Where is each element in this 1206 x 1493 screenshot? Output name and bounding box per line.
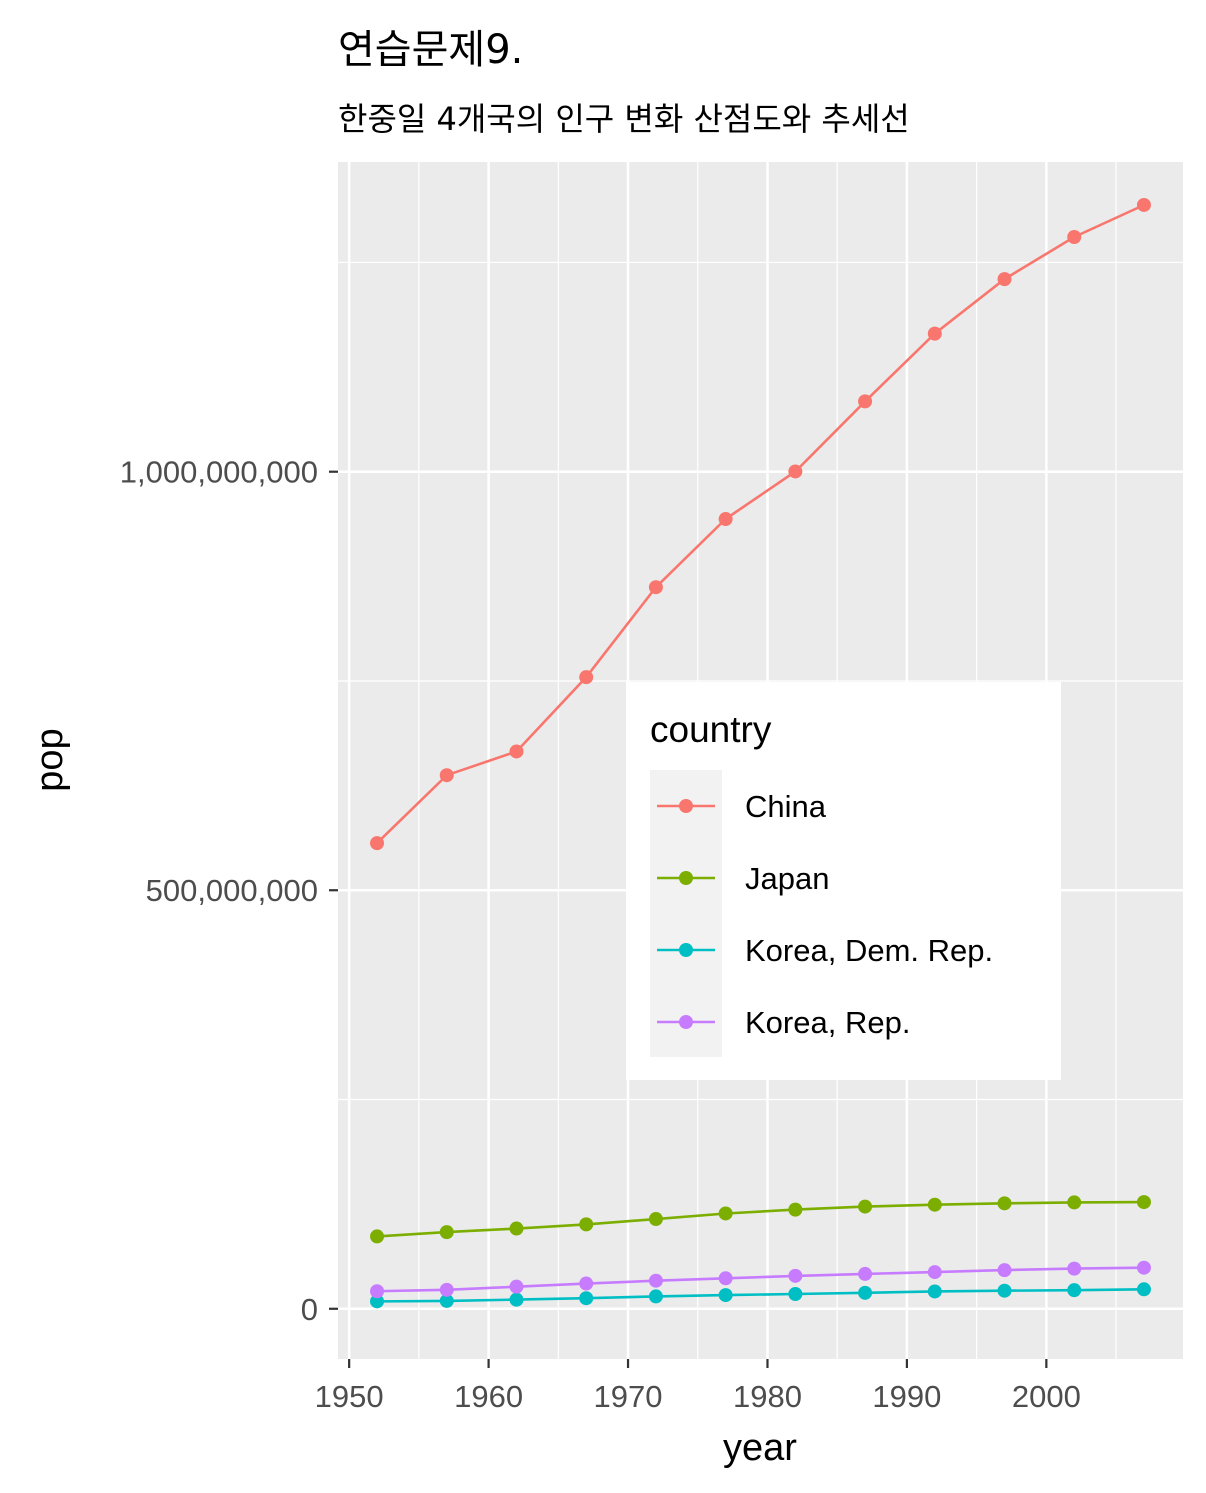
data-point	[858, 1266, 873, 1281]
data-point	[370, 1229, 385, 1244]
data-point	[788, 1202, 803, 1217]
legend-key-point	[679, 1015, 693, 1029]
data-point	[509, 1279, 524, 1294]
data-point	[927, 1197, 942, 1212]
data-point	[579, 1217, 594, 1232]
data-point	[579, 1276, 594, 1291]
data-point	[370, 836, 385, 851]
x-axis-title: year	[723, 1427, 797, 1469]
legend-label: China	[745, 789, 827, 824]
legend: country China Japan Korea, Dem. Rep. Korea,…	[626, 682, 1061, 1080]
data-point	[1136, 1282, 1151, 1297]
data-point	[509, 1221, 524, 1236]
data-point	[439, 1293, 454, 1308]
data-point	[648, 580, 663, 595]
data-point	[1067, 230, 1082, 245]
data-point	[927, 1265, 942, 1280]
data-point	[439, 1282, 454, 1297]
data-point	[788, 1287, 803, 1302]
data-point	[1136, 1260, 1151, 1275]
data-point	[439, 768, 454, 783]
x-tick-label: 1960	[454, 1379, 523, 1414]
data-point	[997, 1283, 1012, 1298]
data-point	[997, 1263, 1012, 1278]
series-line	[376, 1200, 1145, 1238]
y-axis-title: pop	[29, 728, 71, 791]
data-point	[858, 1285, 873, 1300]
x-tick-label: 1950	[315, 1379, 384, 1414]
legend-key-point	[679, 799, 693, 813]
series-line	[376, 1266, 1145, 1293]
data-point	[370, 1284, 385, 1299]
data-point	[1067, 1261, 1082, 1276]
y-axis: 0 500,000,000 1,000,000,000	[120, 455, 338, 1327]
legend-items: China Japan Korea, Dem. Rep. Korea, Rep.	[650, 770, 993, 1057]
data-point	[579, 1291, 594, 1306]
data-point	[997, 272, 1012, 287]
data-point	[439, 1225, 454, 1240]
series-layer	[370, 197, 1151, 1309]
legend-label: Korea, Rep.	[745, 1005, 910, 1040]
x-tick-label: 1990	[872, 1379, 941, 1414]
data-point	[718, 1288, 733, 1303]
data-point	[648, 1289, 663, 1304]
chart-title: 연습문제9.	[338, 27, 523, 73]
y-tick-label: 0	[301, 1292, 318, 1327]
data-point	[509, 1292, 524, 1307]
data-point	[927, 1284, 942, 1299]
chart-subtitle: 한중일 4개국의 인구 변화 산점도와 추세선	[338, 100, 910, 138]
data-point	[1067, 1195, 1082, 1210]
x-axis: 1950 1960 1970 1980 1990 2000	[315, 1359, 1081, 1414]
data-point	[1136, 197, 1151, 212]
data-point	[1136, 1195, 1151, 1210]
data-point	[997, 1196, 1012, 1211]
data-point	[1067, 1283, 1082, 1298]
y-tick-label: 500,000,000	[146, 873, 318, 908]
data-point	[858, 1199, 873, 1214]
x-tick-label: 1980	[733, 1379, 802, 1414]
legend-key-point	[679, 943, 693, 957]
legend-label: Japan	[745, 861, 829, 896]
x-tick-label: 1970	[594, 1379, 663, 1414]
data-point	[718, 1206, 733, 1221]
legend-label: Korea, Dem. Rep.	[745, 933, 993, 968]
data-point	[858, 394, 873, 409]
series-line	[376, 1288, 1145, 1303]
data-point	[579, 670, 594, 685]
y-tick-label: 1,000,000,000	[120, 455, 318, 490]
legend-key-point	[679, 871, 693, 885]
x-tick-label: 2000	[1012, 1379, 1081, 1414]
data-point	[927, 326, 942, 341]
data-point	[788, 1268, 803, 1283]
data-point	[648, 1273, 663, 1288]
data-point	[788, 464, 803, 479]
data-point	[718, 1271, 733, 1286]
data-point	[509, 744, 524, 759]
series-line	[376, 203, 1145, 845]
legend-title: country	[650, 709, 772, 750]
data-point	[648, 1212, 663, 1227]
data-point	[370, 1294, 385, 1309]
data-point	[718, 512, 733, 527]
legend-key-background	[650, 770, 722, 1057]
